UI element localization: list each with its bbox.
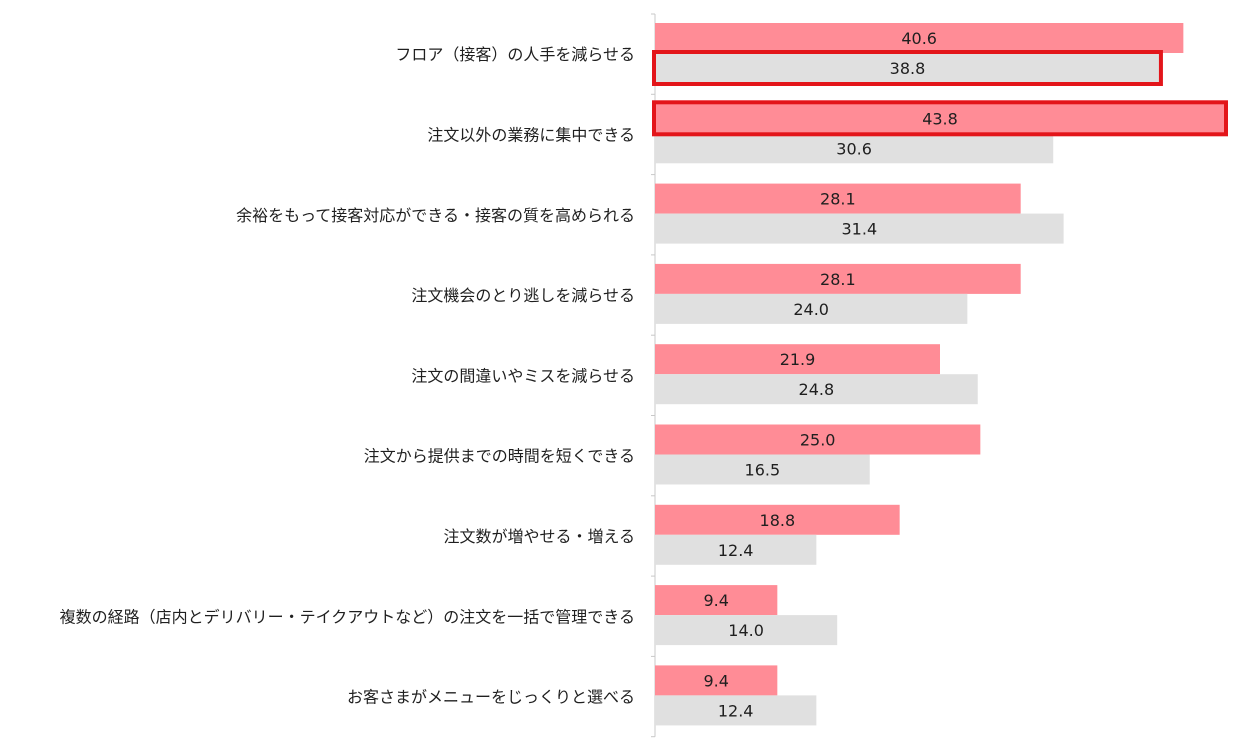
category-label: 注文機会のとり逃しを減らせる (411, 286, 635, 305)
labels-layer: フロア（接客）の人手を減らせる 40.6 38.8 注文以外の業務に集中できる 43.8… (60, 29, 958, 720)
highlight-box (652, 50, 1163, 86)
bar-series-1 (655, 103, 1225, 134)
data-label: 28.1 (820, 270, 856, 289)
data-label: 9.4 (703, 591, 728, 610)
data-label: 30.6 (836, 139, 872, 158)
bar-series-1 (655, 665, 778, 696)
category-label: お客さまがメニューをじっくりと選べる (347, 688, 635, 707)
category-label: 注文の間違いやミスを減らせる (411, 366, 635, 385)
bar-series-1 (655, 23, 1184, 53)
bar-series-2 (655, 133, 1054, 164)
bars-layer (655, 23, 1225, 726)
bar-series-1 (655, 504, 900, 535)
data-label: 38.8 (890, 59, 926, 78)
category-label: 注文から提供までの時間を短くできる (364, 447, 635, 466)
data-label: 12.4 (718, 541, 754, 560)
data-label: 16.5 (745, 461, 781, 480)
data-label: 24.8 (799, 380, 835, 399)
data-label: 9.4 (703, 671, 728, 690)
data-label: 14.0 (728, 621, 764, 640)
bar-series-1 (655, 263, 1021, 294)
category-label: 余裕をもって接客対応ができる・接客の質を高められる (236, 206, 635, 225)
data-label: 43.8 (922, 109, 958, 128)
data-label: 28.1 (820, 190, 856, 209)
highlight-layer (652, 50, 1228, 137)
bar-series-1 (655, 183, 1021, 214)
category-label: フロア（接客）の人手を減らせる (395, 45, 635, 64)
bar-series-2 (655, 695, 817, 726)
data-label: 25.0 (800, 431, 836, 450)
data-label: 12.4 (718, 701, 754, 720)
data-label: 40.6 (901, 29, 937, 48)
bar-series-2 (655, 534, 817, 565)
bar-series-1 (655, 585, 778, 616)
bar-series-1 (655, 424, 981, 455)
category-label: 複数の経路（店内とデリバリー・テイクアウトなど）の注文を一括で管理できる (60, 607, 635, 626)
data-label: 21.9 (780, 350, 816, 369)
highlight-box (652, 100, 1228, 137)
bar-series-2 (655, 293, 968, 324)
bar-series-2 (655, 615, 838, 646)
bar-series-1 (655, 344, 940, 375)
data-label: 31.4 (842, 220, 878, 239)
bar-series-2 (655, 454, 870, 485)
data-label: 18.8 (760, 511, 796, 530)
bar-series-2 (655, 213, 1064, 244)
category-label: 注文数が増やせる・増える (443, 527, 635, 546)
data-label: 24.0 (793, 300, 829, 319)
category-label: 注文以外の業務に集中できる (427, 125, 635, 144)
bar-series-2 (655, 374, 978, 405)
bar-series-2 (655, 53, 1160, 83)
